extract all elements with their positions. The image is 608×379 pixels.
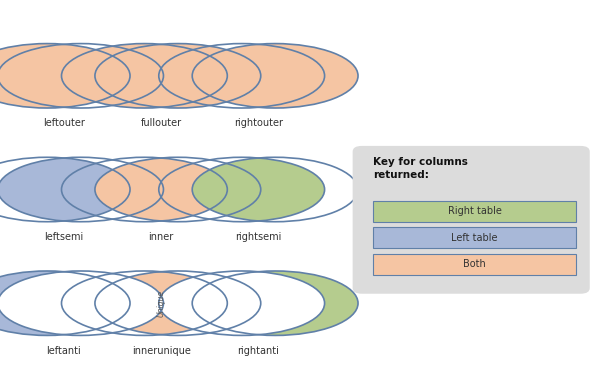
- Text: leftsemi: leftsemi: [44, 232, 83, 242]
- FancyBboxPatch shape: [373, 254, 576, 275]
- Ellipse shape: [61, 44, 227, 108]
- Text: fullouter: fullouter: [140, 118, 182, 128]
- Ellipse shape: [0, 157, 130, 222]
- Text: leftanti: leftanti: [46, 346, 81, 356]
- Ellipse shape: [192, 271, 358, 335]
- Ellipse shape: [95, 44, 261, 108]
- Text: rightsemi: rightsemi: [235, 232, 282, 242]
- Text: rightanti: rightanti: [238, 346, 279, 356]
- Text: Key for columns
returned:: Key for columns returned:: [373, 157, 468, 180]
- Text: Right table: Right table: [447, 206, 502, 216]
- FancyBboxPatch shape: [373, 227, 576, 248]
- Ellipse shape: [0, 271, 130, 335]
- Ellipse shape: [0, 271, 164, 335]
- Ellipse shape: [159, 271, 325, 335]
- Ellipse shape: [0, 44, 130, 108]
- Text: Both: Both: [463, 259, 486, 269]
- Text: Left table: Left table: [451, 233, 498, 243]
- Text: rightouter: rightouter: [234, 118, 283, 128]
- Ellipse shape: [61, 271, 227, 335]
- Ellipse shape: [61, 44, 227, 108]
- Ellipse shape: [0, 44, 130, 108]
- Text: Unique: Unique: [157, 290, 165, 317]
- Ellipse shape: [159, 157, 325, 222]
- Ellipse shape: [61, 157, 227, 222]
- FancyBboxPatch shape: [353, 146, 590, 294]
- Text: innerunique: innerunique: [132, 346, 190, 356]
- Ellipse shape: [159, 44, 325, 108]
- Ellipse shape: [192, 44, 358, 108]
- Text: inner: inner: [148, 232, 174, 242]
- Text: leftouter: leftouter: [43, 118, 85, 128]
- FancyBboxPatch shape: [373, 201, 576, 222]
